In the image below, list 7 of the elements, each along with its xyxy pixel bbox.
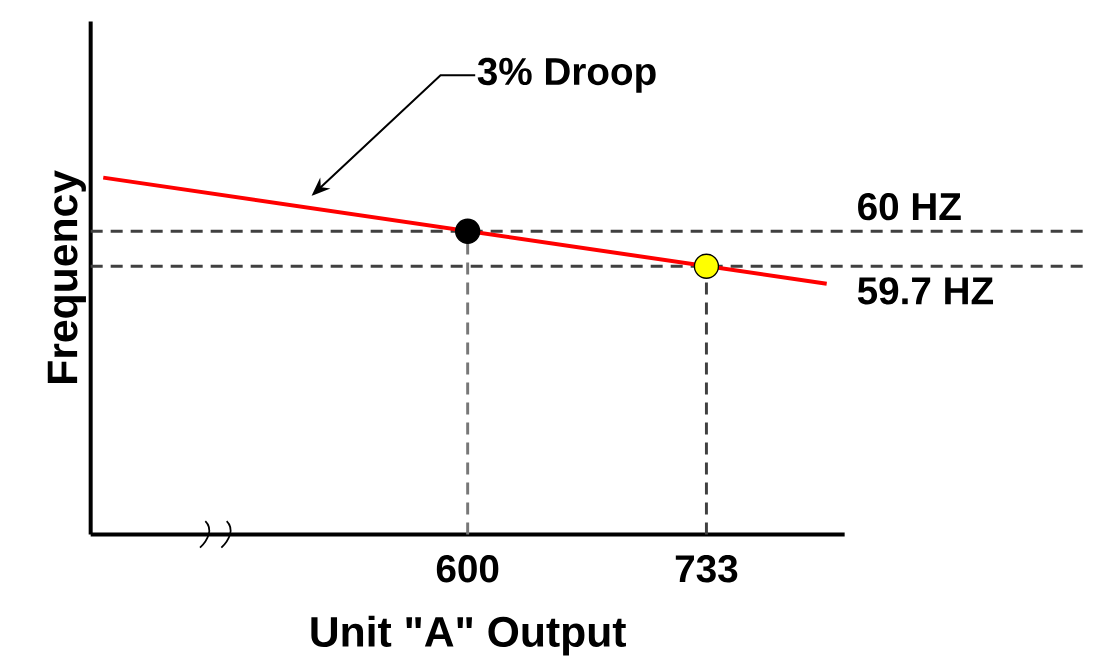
ref-line-label: 60 HZ bbox=[858, 193, 961, 221]
y-axis-title: Frequency bbox=[47, 170, 86, 383]
x-axis-title: Unit "A" Output bbox=[311, 615, 626, 656]
x-tick-label: 733 bbox=[675, 555, 738, 583]
x-tick-label: 600 bbox=[436, 555, 499, 583]
annotation: 3% Droop bbox=[477, 57, 656, 93]
ref-line-label: 59.7 HZ bbox=[857, 277, 994, 305]
